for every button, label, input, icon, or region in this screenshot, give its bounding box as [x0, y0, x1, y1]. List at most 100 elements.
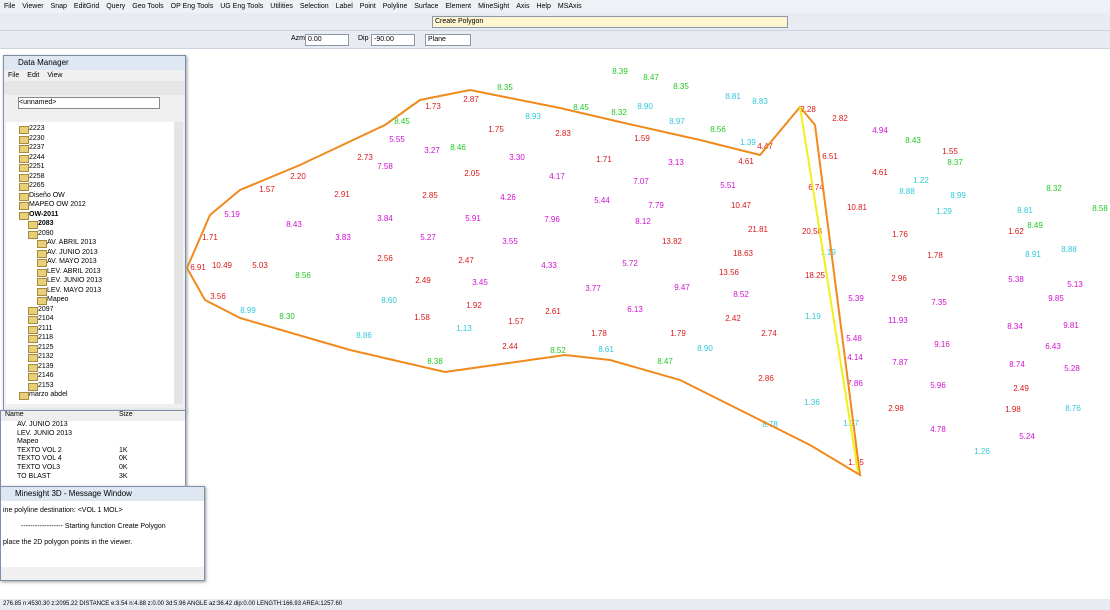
point-label: 7.96 — [544, 215, 560, 224]
tree-item[interactable]: 2104 — [38, 314, 54, 323]
point-label: 8.37 — [947, 158, 963, 167]
menu-item[interactable]: OP Eng Tools — [171, 3, 214, 10]
menu-item[interactable]: File — [4, 3, 15, 10]
menu-item[interactable]: Axis — [516, 3, 529, 10]
point-label: 4.61 — [872, 168, 888, 177]
menu-item[interactable]: Point — [360, 3, 376, 10]
tree-item[interactable]: OW-2011 — [29, 210, 58, 219]
point-label: 8.52 — [550, 346, 566, 355]
file-name[interactable]: AV. JUNIO 2013 — [17, 421, 68, 428]
tree-item[interactable]: 2139 — [38, 362, 54, 371]
tree-item[interactable]: 2265 — [29, 181, 45, 190]
folder-icon — [19, 183, 29, 191]
menu-item[interactable]: Snap — [51, 3, 67, 10]
menu-item[interactable]: Viewer — [22, 3, 43, 10]
tree-item[interactable]: 2223 — [29, 124, 45, 133]
tree-item[interactable]: 2132 — [38, 352, 54, 361]
menu-item[interactable]: Element — [445, 3, 471, 10]
label: Azm — [291, 35, 305, 42]
file-name[interactable]: TO BLAST — [17, 473, 51, 480]
tree-item[interactable]: 2146 — [38, 371, 54, 380]
point-label: 2.05 — [464, 169, 480, 178]
point-label: 2.98 — [888, 404, 904, 413]
point-label: 8.99 — [240, 306, 256, 315]
menu-item[interactable]: Polyline — [383, 3, 408, 10]
file-name[interactable]: LEV. JUNIO 2013 — [17, 430, 72, 437]
message-line: ------------------ Starting function Cre… — [21, 523, 166, 530]
point-label: 8.30 — [279, 312, 295, 321]
tree-item[interactable]: 2083 — [38, 219, 54, 228]
menu-item[interactable]: Query — [106, 3, 125, 10]
tree-item[interactable]: marzo abdel — [29, 390, 68, 399]
point-label: 6.13 — [627, 305, 643, 314]
tree-item[interactable]: 2153 — [38, 381, 54, 390]
point-label: 10.49 — [212, 261, 233, 270]
point-label: 8.97 — [669, 117, 685, 126]
tree-item[interactable]: AV. JUNIO 2013 — [47, 248, 98, 257]
tree-item[interactable]: 2111 — [38, 324, 53, 333]
file-name[interactable]: Mapeo — [17, 438, 38, 445]
point-label: 3.13 — [668, 158, 684, 167]
menu-item[interactable]: MineSight — [478, 3, 509, 10]
dip-input[interactable]: -90.00 — [371, 34, 415, 46]
menu-item[interactable]: File — [8, 70, 19, 81]
menu-item[interactable]: Label — [336, 3, 353, 10]
menu-item[interactable]: Edit — [27, 70, 39, 81]
point-label: 1.71 — [202, 233, 218, 242]
plane-select[interactable]: Plane — [425, 34, 471, 46]
tree-item[interactable]: LEV. ABRIL 2013 — [47, 267, 101, 276]
file-size: 1K — [119, 447, 128, 454]
tree-item[interactable]: LEV. JUNIO 2013 — [47, 276, 102, 285]
point-label: 9.16 — [934, 340, 950, 349]
tree-item[interactable]: 2237 — [29, 143, 45, 152]
point-label: 1.29 — [936, 207, 952, 216]
point-label: 1.71 — [596, 155, 612, 164]
tree-item[interactable]: 2097 — [38, 305, 54, 314]
azm-input[interactable]: 0.00 — [305, 34, 349, 46]
point-label: 8.52 — [733, 290, 749, 299]
file-name[interactable]: TEXTO VOL3 — [17, 464, 60, 471]
folder-icon — [19, 155, 29, 163]
tree-item[interactable]: MAPEO OW 2012 — [29, 200, 86, 209]
active-segment — [800, 107, 858, 472]
menu-item[interactable]: Selection — [300, 3, 329, 10]
folder-icon — [37, 278, 47, 286]
point-label: 5.38 — [1008, 275, 1024, 284]
tree-item[interactable]: AV. MAYO 2013 — [47, 257, 97, 266]
toolbar — [4, 81, 185, 95]
menu-item[interactable]: UG Eng Tools — [220, 3, 263, 10]
folder-icon — [28, 345, 38, 353]
tree-item[interactable]: 2090 — [38, 229, 54, 238]
point-label: 8.39 — [612, 67, 628, 76]
tree-item[interactable]: 2118 — [38, 333, 53, 342]
menu-item[interactable]: View — [47, 70, 62, 81]
point-label: 3.30 — [509, 153, 525, 162]
tree-item[interactable]: 2125 — [38, 343, 54, 352]
tree-item[interactable]: 2230 — [29, 134, 45, 143]
point-label: 3.27 — [424, 146, 440, 155]
menu-item[interactable]: Utilities — [270, 3, 293, 10]
point-label: 3.55 — [502, 237, 518, 246]
menu-item[interactable]: Help — [536, 3, 550, 10]
file-name[interactable]: TEXTO VOL 4 — [17, 455, 62, 462]
point-label: 8.47 — [643, 73, 659, 82]
point-label: 3.84 — [377, 214, 393, 223]
point-label: 2.74 — [761, 329, 777, 338]
menu-item[interactable]: MSAxis — [558, 3, 582, 10]
combo[interactable]: <unnamed> — [18, 97, 160, 109]
tree-item[interactable]: AV. ABRIL 2013 — [47, 238, 96, 247]
tree-item[interactable]: Diseño OW — [29, 191, 65, 200]
menu-item[interactable]: Geo Tools — [132, 3, 163, 10]
menu-item[interactable]: EditGrid — [74, 3, 99, 10]
point-label: 8.81 — [1017, 206, 1033, 215]
tree-item[interactable]: Mapeo — [47, 295, 68, 304]
tree-item[interactable]: 2251 — [29, 162, 45, 171]
tree-item[interactable]: 2258 — [29, 172, 45, 181]
file-name[interactable]: TEXTO VOL 2 — [17, 447, 62, 454]
point-label: 1.58 — [414, 313, 430, 322]
tree-item[interactable]: LEV. MAYO 2013 — [47, 286, 101, 295]
point-label: 6.51 — [822, 152, 838, 161]
tree-item[interactable]: 2244 — [29, 153, 45, 162]
menu-item[interactable]: Surface — [414, 3, 438, 10]
point-label: 1.55 — [942, 147, 958, 156]
